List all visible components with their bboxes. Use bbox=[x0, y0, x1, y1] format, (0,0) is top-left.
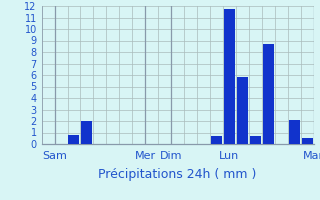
Bar bbox=[224, 9, 235, 144]
Bar bbox=[289, 120, 300, 144]
Text: Mar: Mar bbox=[303, 151, 320, 161]
Text: Mer: Mer bbox=[135, 151, 156, 161]
Bar bbox=[237, 77, 248, 144]
Bar bbox=[68, 135, 79, 144]
Bar bbox=[81, 121, 92, 144]
Bar bbox=[263, 44, 274, 144]
Text: Sam: Sam bbox=[42, 151, 67, 161]
Bar bbox=[211, 136, 222, 144]
X-axis label: Précipitations 24h ( mm ): Précipitations 24h ( mm ) bbox=[99, 168, 257, 181]
Bar bbox=[302, 138, 313, 144]
Text: Dim: Dim bbox=[160, 151, 182, 161]
Text: Lun: Lun bbox=[219, 151, 240, 161]
Bar bbox=[250, 136, 261, 144]
